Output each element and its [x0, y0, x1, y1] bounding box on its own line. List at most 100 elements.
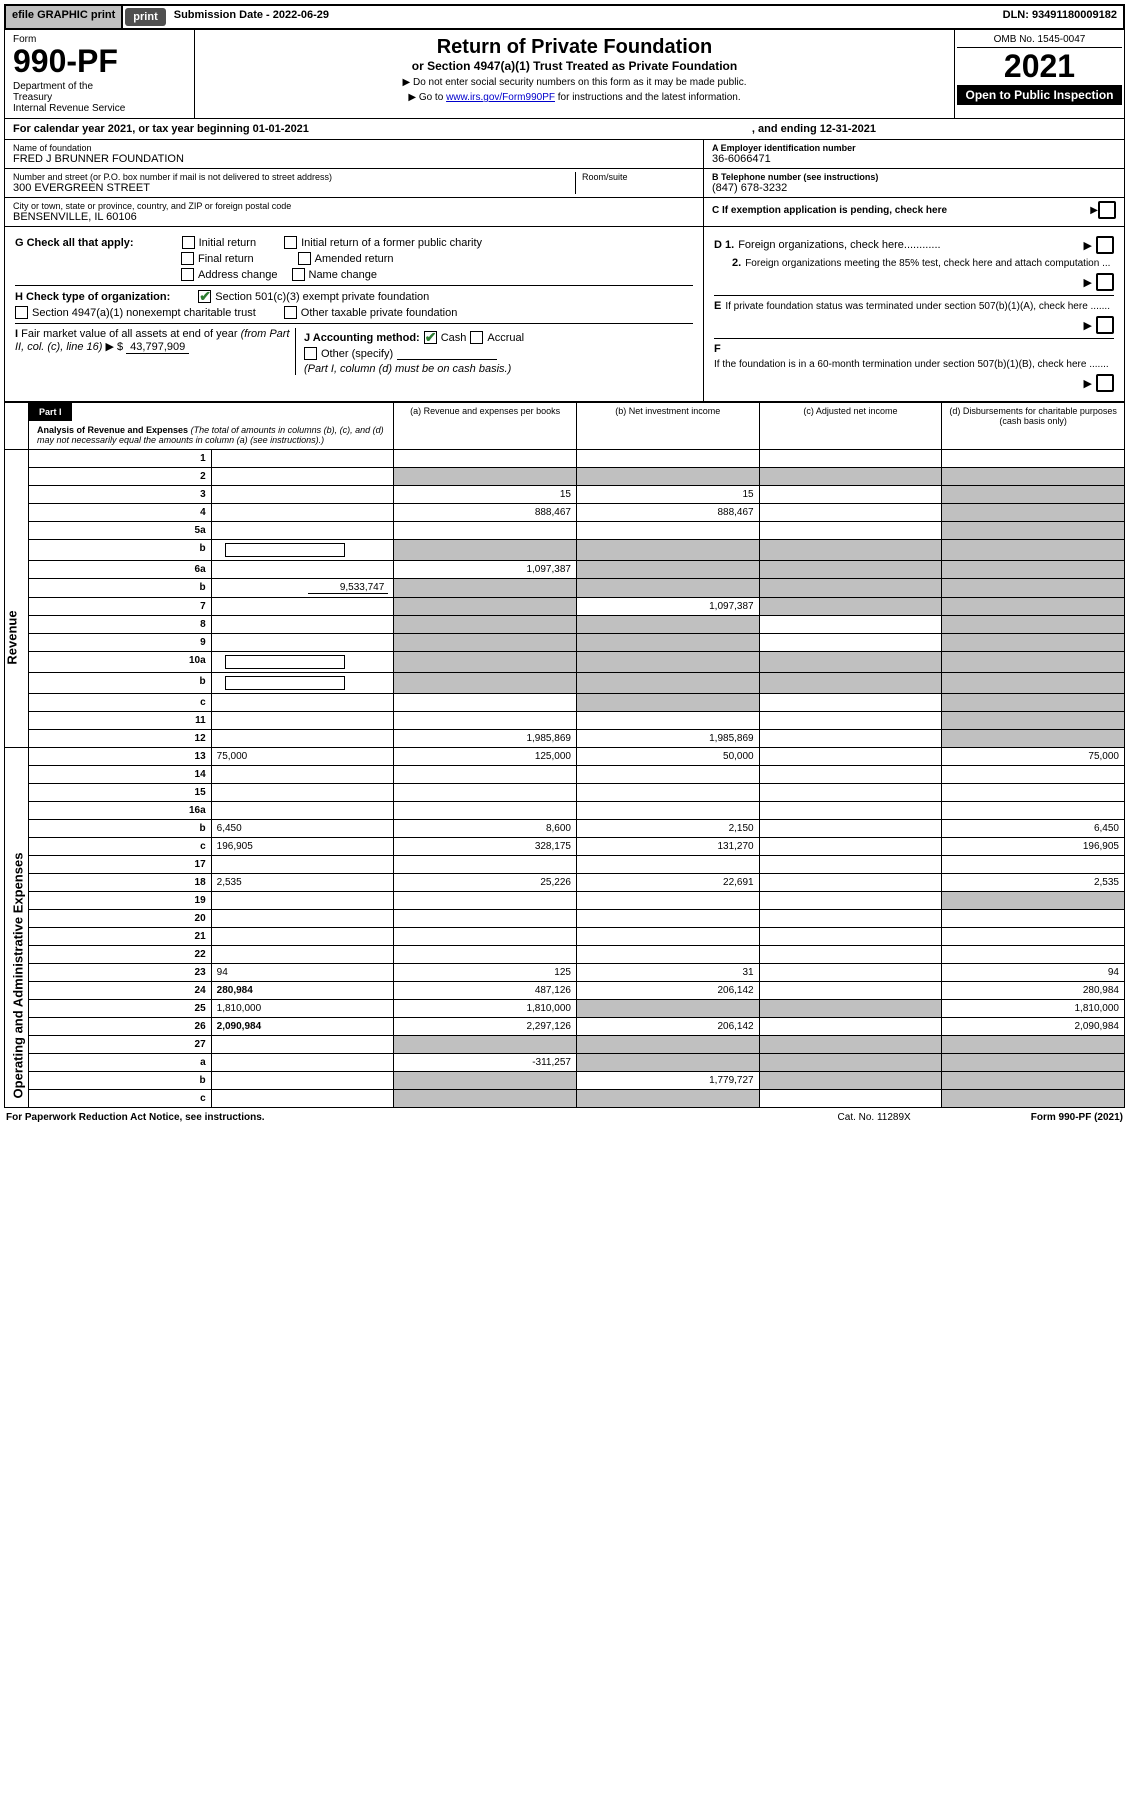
line-number: 3: [29, 486, 212, 504]
irs-link[interactable]: www.irs.gov/Form990PF: [446, 92, 555, 103]
amount-b: [576, 540, 759, 561]
line-number: b: [29, 540, 212, 561]
g-final-checkbox[interactable]: [181, 252, 194, 265]
f-checkbox[interactable]: [1096, 374, 1114, 392]
line-description: [211, 892, 394, 910]
line-number: 19: [29, 892, 212, 910]
line-number: b: [29, 579, 212, 598]
g-name-checkbox[interactable]: [292, 268, 305, 281]
checks-section: G Check all that apply: Initial return I…: [4, 227, 1125, 402]
amount-a: [394, 766, 577, 784]
table-row: 2: [5, 468, 1125, 486]
amount-a: [394, 1036, 577, 1054]
h-other-checkbox[interactable]: [284, 306, 297, 319]
amount-a: [394, 673, 577, 694]
line-number: b: [29, 820, 212, 838]
amount-b: [576, 946, 759, 964]
g-amended-checkbox[interactable]: [298, 252, 311, 265]
form-number: 990-PF: [13, 45, 186, 77]
line-description: [211, 450, 394, 468]
table-row: 31515: [5, 486, 1125, 504]
line-description: 2,090,984: [211, 1018, 394, 1036]
j-cash-checkbox[interactable]: [424, 331, 437, 344]
amount-b: [576, 1000, 759, 1018]
line-number: 6a: [29, 561, 212, 579]
table-row: 251,810,0001,810,0001,810,000: [5, 1000, 1125, 1018]
table-row: 10a: [5, 652, 1125, 673]
line-number: 18: [29, 874, 212, 892]
g-opt-0: Initial return: [199, 237, 256, 249]
submission-date: Submission Date - 2022-06-29: [168, 6, 335, 28]
h-label: H Check type of organization:: [15, 291, 170, 303]
line-number: 24: [29, 982, 212, 1000]
d1-checkbox[interactable]: [1096, 236, 1114, 254]
line-number: 1: [29, 450, 212, 468]
print-button[interactable]: print: [125, 8, 165, 26]
amount-d: [942, 892, 1125, 910]
j-accrual-checkbox[interactable]: [470, 331, 483, 344]
amount-b: [576, 856, 759, 874]
line-number: 27: [29, 1036, 212, 1054]
form-footer: Form 990-PF (2021): [1031, 1112, 1123, 1123]
line-description: [211, 561, 394, 579]
line-number: 13: [29, 748, 212, 766]
amount-c: [759, 946, 942, 964]
table-row: 6a1,097,387: [5, 561, 1125, 579]
amount-c: [759, 748, 942, 766]
amount-a: [394, 450, 577, 468]
dept-label: Department of theTreasuryInternal Revenu…: [13, 81, 186, 114]
line-number: 20: [29, 910, 212, 928]
g-initial-checkbox[interactable]: [182, 236, 195, 249]
amount-c: [759, 579, 942, 598]
amount-a: 487,126: [394, 982, 577, 1000]
h-501c3-checkbox[interactable]: [198, 290, 211, 303]
c-checkbox[interactable]: [1098, 201, 1116, 219]
amount-d: [942, 616, 1125, 634]
amount-b: [576, 1036, 759, 1054]
g-opt-4: Address change: [198, 269, 278, 281]
expenses-side-label: Operating and Administrative Expenses: [10, 853, 25, 1099]
table-row: Operating and Administrative Expenses137…: [5, 748, 1125, 766]
amount-c: [759, 486, 942, 504]
street-label: Number and street (or P.O. box number if…: [13, 172, 575, 182]
amount-d: [942, 540, 1125, 561]
amount-a: 2,297,126: [394, 1018, 577, 1036]
table-row: 8: [5, 616, 1125, 634]
amount-a: [394, 522, 577, 540]
g-opt-3: Amended return: [315, 253, 394, 265]
arrow-icon: ▶: [1090, 205, 1098, 216]
amount-a: [394, 616, 577, 634]
line-number: 10a: [29, 652, 212, 673]
c-label: C If exemption application is pending, c…: [712, 205, 947, 216]
amount-a: 1,985,869: [394, 730, 577, 748]
amount-c: [759, 1000, 942, 1018]
d2-checkbox[interactable]: [1096, 273, 1114, 291]
j-other-checkbox[interactable]: [304, 347, 317, 360]
amount-c: [759, 634, 942, 652]
g-address-checkbox[interactable]: [181, 268, 194, 281]
line-number: 5a: [29, 522, 212, 540]
form-subtitle: or Section 4947(a)(1) Trust Treated as P…: [201, 59, 948, 73]
amount-c: [759, 1090, 942, 1108]
amount-d: [942, 652, 1125, 673]
amount-c: [759, 616, 942, 634]
line-description: [211, 694, 394, 712]
e-checkbox[interactable]: [1096, 316, 1114, 334]
j-other: Other (specify): [321, 348, 393, 360]
table-row: 71,097,387: [5, 598, 1125, 616]
table-row: b6,4508,6002,1506,450: [5, 820, 1125, 838]
amount-a: [394, 946, 577, 964]
table-row: 9: [5, 634, 1125, 652]
amount-d: 94: [942, 964, 1125, 982]
amount-c: [759, 784, 942, 802]
line-description: [211, 1090, 394, 1108]
amount-b: [576, 784, 759, 802]
col-d-header: (d) Disbursements for charitable purpose…: [942, 403, 1125, 450]
amount-d: [942, 856, 1125, 874]
h-4947-checkbox[interactable]: [15, 306, 28, 319]
pra-notice: For Paperwork Reduction Act Notice, see …: [6, 1112, 265, 1123]
note-1: ▶ Do not enter social security numbers o…: [201, 77, 948, 88]
g-initial-former-checkbox[interactable]: [284, 236, 297, 249]
phone-value: (847) 678-3232: [712, 182, 1116, 194]
amount-b: [576, 673, 759, 694]
